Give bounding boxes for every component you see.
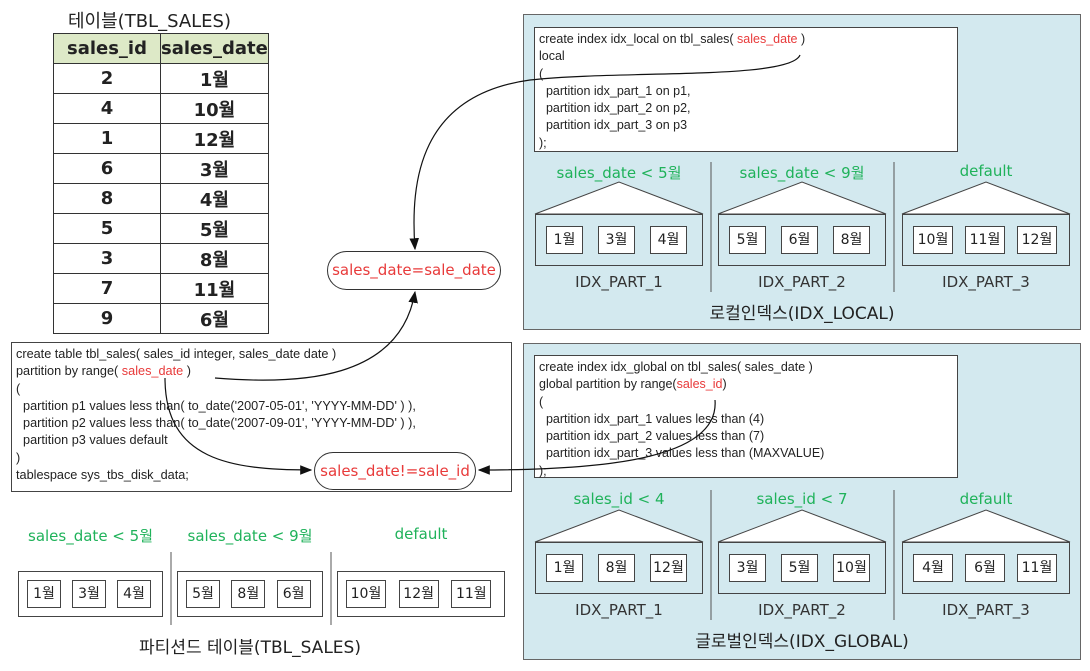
cell-sales-id: 8	[53, 183, 161, 214]
partition-condition: sales_id < 4	[573, 490, 665, 508]
arrow-local-to-equal	[409, 54, 801, 251]
not-equal-condition-oval: sales_date!=sale_id	[314, 452, 476, 490]
arrow-global-to-not-equal	[477, 399, 716, 475]
create-table-code: create table tbl_sales( sales_id integer…	[11, 342, 512, 492]
index-partition-label: IDX_PART_2	[758, 273, 846, 291]
partition-condition: sales_date < 9월	[187, 527, 313, 545]
code-text: local ( partition idx_part_1 on p1, part…	[539, 49, 691, 150]
global-index-code: create index idx_global on tbl_sales( sa…	[534, 355, 958, 478]
index-partition-label: IDX_PART_3	[942, 273, 1030, 291]
partitioned-table-footer: 파티션드 테이블(TBL_SALES)	[139, 638, 361, 658]
month-item: 12월	[1017, 226, 1057, 254]
code-text: create index idx_global on tbl_sales( sa…	[539, 360, 813, 374]
index-node-roof	[717, 509, 887, 543]
table-row: 3 8월	[53, 243, 269, 274]
month-item: 8월	[598, 554, 635, 582]
header-sales-date: sales_date	[160, 33, 269, 64]
code-text: ( partition p1 values less than( to_date…	[16, 381, 416, 483]
index-partition-label: IDX_PART_2	[758, 601, 846, 619]
code-text: )	[183, 364, 191, 379]
table-row: 5 5월	[53, 213, 269, 244]
month-item: 5월	[186, 580, 220, 608]
equal-condition-oval: sales_date=sale_date	[327, 251, 501, 290]
table-row: 2 1월	[53, 63, 269, 94]
code-highlight: sales_date	[737, 32, 798, 46]
cell-sales-id: 2	[53, 63, 161, 94]
table-row: 9 6월	[53, 303, 269, 334]
month-item: 3월	[729, 554, 766, 582]
month-item: 4월	[650, 226, 687, 254]
code-text: ( partition idx_part_1 values less than …	[539, 394, 825, 478]
sales-table: sales_id sales_date 2 1월 4 10월 1 12월 6 3월 8 4월 5 5월 3…	[53, 33, 269, 334]
month-item: 8월	[231, 580, 266, 608]
month-item: 11월	[1017, 554, 1057, 582]
partition-condition: default	[959, 490, 1013, 508]
code-highlight: sales_date	[121, 364, 184, 379]
cell-sales-id: 3	[53, 243, 161, 274]
month-item: 6월	[781, 226, 818, 254]
partition-condition: sales_date < 5월	[556, 164, 682, 182]
code-text: create index idx_local on tbl_sales(	[539, 32, 738, 46]
cell-sales-id: 9	[53, 303, 161, 334]
cell-sales-id: 5	[53, 213, 161, 244]
table-row: 6 3월	[53, 153, 269, 184]
panel-footer: 로컬인덱스(IDX_LOCAL)	[709, 304, 895, 324]
cell-sales-date: 6월	[160, 303, 269, 334]
cell-sales-date: 11월	[160, 273, 269, 304]
month-item: 5월	[781, 554, 818, 582]
table-title: 테이블(TBL_SALES)	[68, 11, 231, 32]
partition-condition: default	[394, 525, 448, 543]
month-item: 4월	[117, 580, 151, 608]
arrow-table-to-not-equal	[164, 377, 313, 475]
partition-condition: sales_id < 7	[756, 490, 848, 508]
month-item: 11월	[451, 580, 492, 608]
index-node-roof	[534, 181, 704, 215]
cell-sales-id: 6	[53, 153, 161, 184]
arrow-table-to-equal	[214, 290, 418, 381]
cell-sales-date: 3월	[160, 153, 269, 184]
index-node-roof	[717, 181, 887, 215]
partition-condition: default	[959, 162, 1013, 180]
month-item: 4월	[913, 554, 953, 582]
index-partition-label: IDX_PART_3	[942, 601, 1030, 619]
code-text: global partition by range(	[539, 377, 677, 392]
cell-sales-id: 1	[53, 123, 161, 154]
month-item: 11월	[965, 226, 1005, 254]
code-text: )	[797, 32, 806, 46]
table-row: 4 10월	[53, 93, 269, 124]
index-node-roof	[534, 509, 704, 543]
month-item: 10월	[346, 580, 386, 608]
index-node-roof	[901, 509, 1071, 543]
index-node-roof	[901, 181, 1071, 215]
month-item: 5월	[729, 226, 766, 254]
month-item: 6월	[965, 554, 1005, 582]
month-item: 1월	[546, 226, 583, 254]
month-item: 12월	[398, 580, 439, 608]
month-item: 10월	[913, 226, 953, 254]
month-item: 1월	[546, 554, 583, 582]
local-index-code: create index idx_local on tbl_sales( sal…	[534, 27, 958, 152]
cell-sales-date: 10월	[160, 93, 269, 124]
code-text: partition by range(	[16, 364, 122, 379]
month-item: 6월	[276, 580, 311, 608]
month-item: 8월	[833, 226, 870, 254]
panel-footer: 글로벌인덱스(IDX_GLOBAL)	[695, 632, 909, 652]
index-partition-label: IDX_PART_1	[575, 601, 663, 619]
partition-condition: sales_date < 9월	[739, 164, 865, 182]
month-item: 12월	[650, 554, 687, 582]
cell-sales-date: 8월	[160, 243, 269, 274]
code-highlight: sales_id	[676, 377, 723, 392]
month-item: 3월	[598, 226, 635, 254]
month-item: 3월	[72, 580, 106, 608]
index-partition-label: IDX_PART_1	[575, 273, 663, 291]
month-item: 10월	[833, 554, 870, 582]
month-item: 1월	[27, 580, 61, 608]
code-text: create table tbl_sales( sales_id integer…	[16, 347, 337, 361]
partition-condition: sales_date < 5월	[28, 527, 153, 545]
code-text: )	[722, 377, 727, 392]
